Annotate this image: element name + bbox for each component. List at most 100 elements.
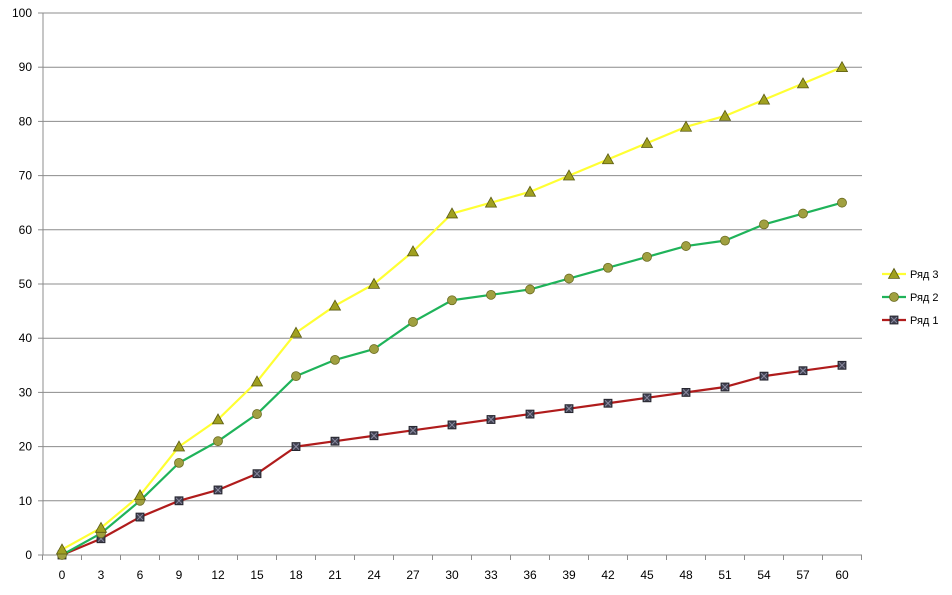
- data-point-ряд-2: [291, 371, 301, 382]
- x-tick-label: 45: [640, 568, 654, 582]
- data-point-ряд-1-cross: [838, 361, 846, 369]
- data-point-ряд-3: [679, 120, 693, 132]
- data-point-ряд-2: [642, 251, 652, 262]
- x-tick-label: 6: [137, 568, 144, 582]
- gridlines: [43, 12, 862, 556]
- y-tick-label: 70: [19, 169, 33, 183]
- data-point-ряд-3: [133, 489, 147, 501]
- data-point-ряд-1-cross: [799, 367, 807, 375]
- y-tick-label: 80: [19, 114, 33, 128]
- legend: Ряд 3 Ряд 2 Ряд 1: [882, 267, 939, 327]
- data-point-ряд-1-cross: [214, 486, 222, 494]
- data-point-ряд-2: [759, 219, 769, 230]
- x-tick-label: 51: [718, 568, 732, 582]
- data-point-ряд-3: [250, 375, 264, 387]
- x-tick-label: 48: [679, 568, 693, 582]
- data-point-ряд-3: [289, 326, 303, 338]
- data-point-ряд-1-cross: [136, 513, 144, 521]
- data-point-ряд-1-cross: [253, 470, 261, 478]
- data-point-ряд-1-cross: [292, 443, 300, 450]
- y-tick-label: 90: [19, 60, 33, 74]
- data-point-ряд-1-cross: [370, 432, 378, 440]
- x-tick-label: 60: [835, 568, 849, 582]
- y-tick-label: 100: [12, 6, 32, 20]
- y-tick-label: 50: [19, 277, 33, 291]
- x-tick-label: 54: [757, 568, 771, 582]
- x-tick-label: 21: [328, 568, 342, 582]
- x-tick-label: 24: [367, 568, 381, 582]
- data-point-ряд-3: [211, 413, 225, 425]
- data-point-ряд-3: [94, 521, 108, 533]
- x-tick-label: 0: [59, 568, 66, 582]
- data-point-ряд-2: [330, 354, 340, 365]
- x-tick-label: 15: [250, 568, 264, 582]
- data-point-ряд-2: [681, 241, 691, 251]
- x-tick-label: 42: [601, 568, 615, 582]
- data-point-ряд-1-cross: [448, 421, 456, 429]
- y-tick-label: 0: [25, 548, 32, 562]
- data-point-ряд-1-cross: [643, 394, 651, 402]
- x-tick-label: 36: [523, 568, 537, 582]
- data-point-ряд-2: [720, 235, 730, 246]
- data-point-ряд-3: [55, 543, 69, 555]
- data-point-ряд-3: [562, 169, 576, 181]
- legend-marker-ряд-3: [887, 267, 901, 279]
- data-point-ряд-3: [835, 60, 849, 72]
- data-point-ряд-3: [757, 93, 771, 105]
- series-lines: [55, 60, 849, 560]
- y-tick-label: 10: [19, 494, 33, 508]
- data-point-ряд-1-cross: [331, 437, 339, 445]
- x-tick-label: 30: [445, 568, 459, 582]
- data-point-ряд-2: [408, 317, 418, 327]
- data-point-ряд-2: [837, 197, 847, 208]
- data-point-ряд-3: [367, 277, 381, 289]
- data-point-ряд-2: [603, 262, 613, 273]
- legend-label-ряд-1: Ряд 1: [910, 315, 939, 327]
- data-point-ряд-3: [328, 299, 342, 311]
- legend-label-ряд-3: Ряд 3: [910, 269, 939, 281]
- data-point-ряд-3: [718, 109, 732, 121]
- data-point-ряд-1-cross: [409, 426, 417, 434]
- x-tick-label: 27: [406, 568, 420, 582]
- data-point-ряд-2: [174, 457, 184, 468]
- series-line-ряд-3: [61, 66, 843, 551]
- data-point-ряд-1-cross: [526, 410, 534, 418]
- data-point-ряд-3: [172, 440, 186, 452]
- data-point-ряд-3: [406, 245, 420, 257]
- legend-label-ряд-2: Ряд 2: [910, 292, 939, 304]
- x-tick-label: 57: [796, 568, 810, 582]
- data-point-ряд-3: [640, 136, 654, 148]
- data-point-ряд-2: [213, 436, 223, 447]
- data-point-ряд-1-cross: [565, 405, 573, 413]
- data-point-ряд-2: [525, 284, 535, 295]
- x-tick-label: 9: [176, 568, 183, 582]
- data-point-ряд-3: [523, 185, 537, 197]
- y-tick-label: 60: [19, 223, 33, 237]
- data-point-ряд-1-cross: [487, 416, 495, 423]
- y-tick-label: 20: [19, 440, 33, 454]
- data-point-ряд-2: [369, 344, 379, 354]
- x-tick-label: 3: [98, 568, 105, 582]
- data-point-ряд-1-cross: [760, 372, 768, 380]
- x-tick-label: 33: [484, 568, 498, 582]
- legend-marker-ряд-2: [889, 292, 899, 302]
- data-point-ряд-2: [486, 289, 496, 300]
- data-point-ряд-1-cross: [682, 389, 690, 396]
- data-point-ряд-3: [484, 196, 498, 208]
- data-point-ряд-2: [798, 208, 808, 219]
- y-tick-label: 40: [19, 331, 33, 345]
- data-point-ряд-2: [447, 295, 457, 306]
- data-point-ряд-1-cross: [604, 399, 612, 407]
- legend-marker-ряд-1-cross: [890, 316, 898, 324]
- data-point-ряд-2: [252, 409, 262, 419]
- data-point-ряд-3: [796, 77, 810, 89]
- data-point-ряд-1-cross: [175, 497, 183, 505]
- data-point-ряд-3: [445, 207, 459, 219]
- y-tick-label: 30: [19, 385, 33, 399]
- x-tick-label: 12: [211, 568, 225, 582]
- data-point-ряд-3: [601, 153, 615, 165]
- x-tick-label: 39: [562, 568, 576, 582]
